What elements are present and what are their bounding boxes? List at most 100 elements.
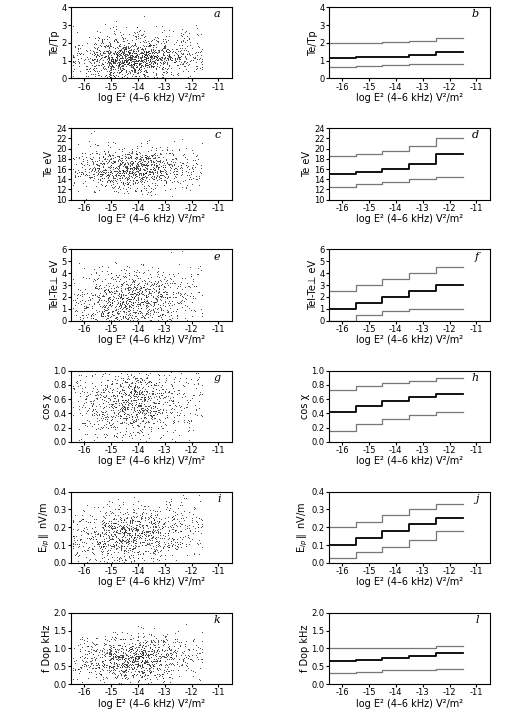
- Point: [145, 58, 153, 70]
- Point: [194, 41, 203, 53]
- Point: [155, 516, 163, 527]
- Point: [112, 517, 120, 528]
- Point: [113, 390, 121, 401]
- Point: [167, 652, 175, 663]
- Point: [172, 171, 180, 183]
- Point: [174, 51, 182, 63]
- Point: [115, 386, 123, 397]
- Point: [95, 667, 103, 679]
- Point: [109, 69, 117, 81]
- Point: [158, 313, 166, 325]
- Point: [112, 69, 120, 81]
- Point: [113, 313, 121, 325]
- Point: [156, 59, 164, 71]
- Point: [93, 290, 101, 302]
- Point: [131, 53, 139, 64]
- Point: [112, 156, 120, 168]
- Point: [141, 654, 149, 666]
- Point: [168, 523, 176, 534]
- Point: [145, 376, 153, 387]
- Point: [122, 521, 130, 532]
- Point: [147, 155, 155, 166]
- Point: [93, 409, 102, 420]
- Point: [82, 537, 90, 549]
- Point: [128, 656, 136, 667]
- Point: [99, 55, 107, 66]
- Point: [126, 159, 134, 171]
- Point: [116, 40, 124, 51]
- Point: [75, 55, 83, 67]
- Point: [119, 530, 127, 541]
- Point: [131, 527, 139, 539]
- Point: [146, 309, 154, 320]
- Point: [72, 654, 80, 665]
- Point: [122, 303, 130, 315]
- Point: [147, 60, 156, 71]
- Point: [110, 430, 118, 441]
- Point: [123, 521, 131, 533]
- Point: [141, 383, 149, 395]
- Point: [142, 300, 150, 312]
- Point: [95, 315, 103, 326]
- Point: [81, 302, 89, 314]
- Point: [189, 665, 197, 677]
- Point: [142, 45, 150, 57]
- Point: [131, 51, 139, 63]
- Point: [168, 433, 176, 445]
- Point: [154, 315, 162, 326]
- Point: [132, 153, 140, 165]
- Point: [136, 315, 144, 326]
- Point: [132, 54, 140, 66]
- Point: [130, 45, 138, 57]
- Point: [102, 283, 110, 294]
- Point: [185, 169, 193, 181]
- Point: [80, 386, 88, 397]
- Point: [95, 662, 103, 673]
- Point: [116, 379, 124, 390]
- Point: [148, 285, 157, 297]
- Point: [125, 54, 133, 66]
- Point: [128, 50, 136, 61]
- Point: [106, 45, 114, 57]
- Point: [168, 402, 176, 414]
- Point: [113, 653, 121, 665]
- Point: [93, 538, 102, 549]
- Point: [69, 179, 77, 191]
- Point: [150, 636, 158, 647]
- Point: [98, 35, 106, 47]
- Point: [180, 315, 188, 326]
- Point: [133, 650, 141, 662]
- Point: [155, 390, 163, 402]
- Point: [133, 519, 141, 531]
- Point: [164, 307, 172, 318]
- Point: [188, 51, 196, 63]
- Point: [137, 58, 145, 69]
- Point: [130, 657, 138, 668]
- Point: [80, 302, 88, 313]
- Point: [110, 296, 118, 307]
- Point: [141, 391, 149, 402]
- Point: [118, 60, 126, 72]
- Point: [129, 661, 137, 672]
- Point: [142, 647, 150, 659]
- Point: [130, 55, 138, 67]
- Point: [149, 73, 157, 84]
- Point: [173, 521, 181, 532]
- Point: [120, 306, 128, 318]
- Point: [197, 56, 206, 68]
- Point: [75, 515, 83, 526]
- Point: [198, 518, 206, 530]
- Point: [138, 373, 146, 384]
- Point: [141, 393, 149, 405]
- Point: [152, 655, 160, 667]
- Point: [91, 389, 99, 400]
- Point: [116, 154, 124, 166]
- Point: [110, 161, 118, 173]
- Point: [118, 404, 126, 415]
- Point: [90, 678, 98, 690]
- Point: [157, 648, 165, 660]
- Point: [162, 658, 170, 670]
- Point: [132, 160, 140, 171]
- Point: [165, 51, 173, 63]
- Point: [136, 37, 144, 48]
